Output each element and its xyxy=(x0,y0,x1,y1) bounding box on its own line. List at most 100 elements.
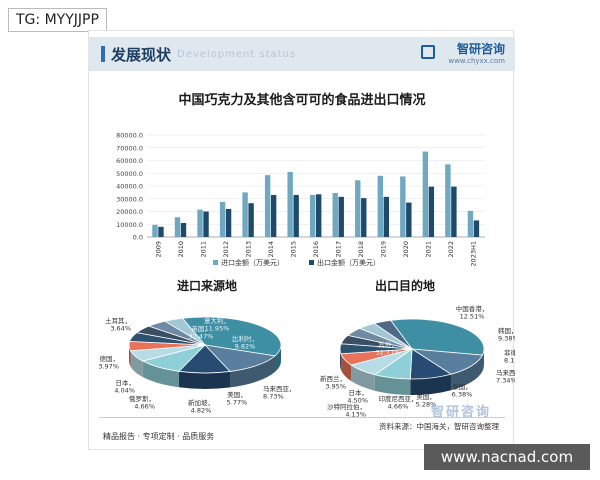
x-tick-label: 2015 xyxy=(289,241,297,258)
x-tick-label: 2013 xyxy=(244,241,252,258)
y-tick-label: 30000.0 xyxy=(116,195,143,203)
x-tick-label: 2017 xyxy=(335,241,343,258)
pie-label-菲律宾: 菲律宾，8.17% xyxy=(504,348,515,365)
pie-label-比利时: 比利时， 9.82% xyxy=(232,334,258,351)
x-tick-label: 2020 xyxy=(402,241,410,258)
pie-side-马来西亚 xyxy=(142,361,179,388)
footer-slogan: 精品报告 · 专项定制 · 品质服务 xyxy=(103,432,215,441)
overlay-tag-bottom-right: www.nacnad.com xyxy=(424,444,590,470)
pie-label-英国: 英国， 32.47% xyxy=(189,324,214,341)
pie-slice-英国 xyxy=(181,316,282,357)
x-tick-label: 2016 xyxy=(312,241,320,258)
bar-export-2013 xyxy=(248,203,254,237)
bar-import-2022 xyxy=(445,164,451,237)
bar-export-2010 xyxy=(180,222,187,237)
watermark-text: 智研咨询 xyxy=(431,405,492,420)
pie-label-泰国: 泰国， 6.38% xyxy=(452,382,473,399)
legend-swatch xyxy=(309,260,314,265)
overlay-tag-top-left: TG: MYYJJPP xyxy=(8,8,107,32)
bar-export-2017 xyxy=(338,196,344,237)
bar-import-2016 xyxy=(310,194,316,237)
pie-label-美国: 美国， 5.77% xyxy=(227,390,248,407)
section-header: 发展现状 Development status 智研咨询 www.chyxx.c… xyxy=(89,37,515,71)
bar-import-2011 xyxy=(197,209,203,237)
x-tick-label: 2012 xyxy=(222,241,230,258)
y-tick-label: 10000.0 xyxy=(116,221,143,229)
pie-label-日本: 日本， 4.50% xyxy=(347,388,368,405)
header-accent-bar xyxy=(101,46,105,62)
bar-export-2015 xyxy=(293,194,299,237)
pie-side-马来西亚 xyxy=(351,365,375,391)
pie-label-俄罗斯: 俄罗斯， 4.66% xyxy=(129,394,155,411)
bar-export-2023H1 xyxy=(473,220,480,237)
y-tick-label: 70000.0 xyxy=(116,144,143,152)
pie-slice-其他 xyxy=(389,318,485,356)
x-tick-label: 2018 xyxy=(357,241,365,258)
y-tick-label: 50000.0 xyxy=(116,170,143,178)
pie-label-印度尼西亚: 印度尼西亚， 4.66% xyxy=(379,394,418,411)
bar-import-2010 xyxy=(174,217,181,237)
x-tick-label: 2010 xyxy=(177,241,185,258)
brand-url: www.chyxx.com xyxy=(448,57,505,65)
bar-export-2016 xyxy=(316,194,322,237)
pie-slice-土耳其 xyxy=(163,317,206,346)
legend-label: 出口金额（万美元） xyxy=(317,258,380,267)
bar-export-2019 xyxy=(383,196,389,237)
bar-import-2014 xyxy=(264,175,271,237)
y-tick-label: 60000.0 xyxy=(116,157,143,165)
pie-label-美国: 美国， 5.28% xyxy=(416,392,437,409)
footer-divider xyxy=(99,417,505,418)
x-tick-label: 2022 xyxy=(447,241,455,258)
pie-label-意大利: 意大利， 11.95% xyxy=(204,316,230,333)
brand-logo-icon xyxy=(421,45,435,59)
pie-label-德国: 德国， 3.97% xyxy=(98,354,119,371)
pie-label-马来西亚: 马来西亚， 8.73% xyxy=(263,385,296,401)
section-title: 发展现状 xyxy=(111,46,172,64)
bar-export-2021 xyxy=(428,186,435,237)
section-ghost-text: Development status xyxy=(177,49,297,60)
footer-source: 资料来源：中国海关，智研咨询整理 xyxy=(379,422,499,431)
bar-import-2009 xyxy=(152,224,158,237)
bar-export-2020 xyxy=(406,202,412,237)
brand-name: 智研咨询 xyxy=(456,42,505,56)
x-tick-label: 2021 xyxy=(425,241,433,258)
y-tick-label: 0.0 xyxy=(133,234,143,242)
export-pie-chart: 其他，32.71% 中国香港，12.51% 韩国，9.38% 菲律宾，8.17% 马来西… xyxy=(320,304,515,417)
pie-label-土耳其: 土耳其， 3.64% xyxy=(105,316,131,333)
pie-side-泰国 xyxy=(340,353,352,382)
pie-label-中国香港: 中国香港， 12.51% xyxy=(456,304,489,321)
infographic-panel: 发展现状 Development status 智研咨询 www.chyxx.c… xyxy=(88,30,515,450)
brand: 智研咨询 www.chyxx.com xyxy=(448,40,505,65)
pie-label-新加坡: 新加坡， 4.82% xyxy=(188,398,214,415)
y-tick-label: 20000.0 xyxy=(116,208,143,216)
export-pie-title: 出口目的地 xyxy=(375,279,436,293)
pie-slice-意大利 xyxy=(203,344,276,372)
pie-label-其他: 其他， 32.71% xyxy=(376,340,401,357)
bar-export-2009 xyxy=(158,226,164,237)
pie-label-新西兰: 新西兰， 3.95% xyxy=(320,374,346,391)
pie-label-韩国: 韩国，9.38% xyxy=(498,326,515,343)
pie-slice-中国香港 xyxy=(411,348,484,375)
x-tick-label: 2023H1 xyxy=(470,241,478,267)
import-pie-title: 进口来源地 xyxy=(177,279,238,293)
pie-side-美国 xyxy=(130,350,143,378)
bar-export-2022 xyxy=(451,186,457,237)
bar-import-2015 xyxy=(287,171,293,237)
pie-label-日本: 日本， 4.04% xyxy=(114,378,135,395)
import-pie-chart: 英国， 32.47%意大利， 11.95%比利时， 9.82% 马来西亚， 8.73% 美国… xyxy=(98,316,296,415)
x-tick-label: 2011 xyxy=(199,241,207,258)
bar-import-2018 xyxy=(355,180,361,237)
pie-side-英国 xyxy=(275,345,281,372)
pie-slice-新西兰 xyxy=(373,319,413,350)
bar-import-2012 xyxy=(219,201,226,237)
y-tick-label: 80000.0 xyxy=(116,132,143,140)
bar-import-2023H1 xyxy=(467,210,474,237)
pie-side-菲律宾 xyxy=(374,374,411,395)
pie-label-马来西亚: 马来西亚，7.34% xyxy=(496,369,515,385)
y-tick-label: 40000.0 xyxy=(116,183,143,191)
bar-import-2021 xyxy=(422,151,429,237)
pie-side-韩国 xyxy=(410,374,451,395)
bar-export-2018 xyxy=(361,198,367,237)
bar-import-2013 xyxy=(242,192,248,237)
x-tick-label: 2014 xyxy=(267,241,275,258)
